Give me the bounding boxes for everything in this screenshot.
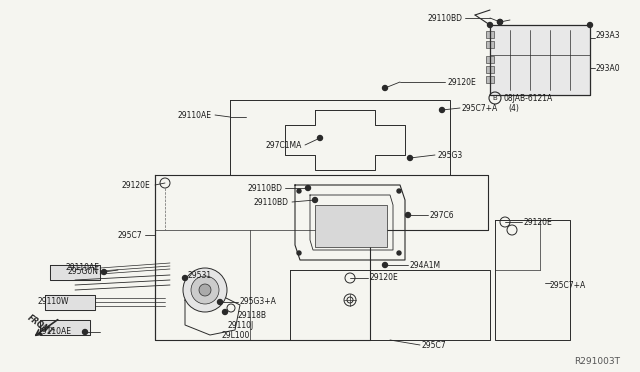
Circle shape bbox=[383, 263, 387, 267]
Text: (4): (4) bbox=[508, 103, 519, 112]
Circle shape bbox=[497, 19, 502, 25]
Polygon shape bbox=[490, 25, 590, 95]
Circle shape bbox=[397, 251, 401, 255]
Text: 294A1M: 294A1M bbox=[410, 260, 441, 269]
Text: 08JAB-6121A: 08JAB-6121A bbox=[504, 93, 553, 103]
Circle shape bbox=[440, 108, 445, 112]
Circle shape bbox=[223, 310, 227, 314]
Circle shape bbox=[488, 22, 493, 28]
Text: 295G3+A: 295G3+A bbox=[240, 298, 277, 307]
Text: 295G0N: 295G0N bbox=[68, 267, 99, 276]
Circle shape bbox=[297, 189, 301, 193]
Circle shape bbox=[383, 86, 387, 90]
Polygon shape bbox=[45, 295, 95, 310]
Text: 295C7: 295C7 bbox=[422, 340, 447, 350]
Bar bbox=[486, 66, 494, 73]
Text: 29120E: 29120E bbox=[524, 218, 553, 227]
Circle shape bbox=[102, 269, 106, 275]
Polygon shape bbox=[40, 320, 90, 335]
Circle shape bbox=[317, 135, 323, 141]
Circle shape bbox=[183, 268, 227, 312]
Circle shape bbox=[408, 155, 413, 160]
Text: 29110AE: 29110AE bbox=[38, 327, 72, 337]
Text: 29118B: 29118B bbox=[238, 311, 267, 320]
Text: 29110AE: 29110AE bbox=[178, 110, 212, 119]
Text: 295C7+A: 295C7+A bbox=[550, 280, 586, 289]
Text: FRONT: FRONT bbox=[26, 313, 54, 337]
Text: 297C6: 297C6 bbox=[430, 211, 454, 219]
Text: 29L100: 29L100 bbox=[222, 330, 250, 340]
Polygon shape bbox=[50, 265, 100, 280]
Text: R291003T: R291003T bbox=[574, 357, 620, 366]
Text: 29110BD: 29110BD bbox=[247, 183, 282, 192]
Circle shape bbox=[191, 276, 219, 304]
Circle shape bbox=[397, 189, 401, 193]
Text: 29110BD: 29110BD bbox=[254, 198, 289, 206]
Bar bbox=[486, 41, 494, 48]
Circle shape bbox=[305, 186, 310, 190]
Text: 295C7+A: 295C7+A bbox=[462, 103, 499, 112]
Text: B: B bbox=[493, 95, 497, 101]
Text: 295C7: 295C7 bbox=[117, 231, 142, 240]
Text: 29110BD: 29110BD bbox=[427, 13, 462, 22]
Bar bbox=[486, 76, 494, 83]
Text: 293A0: 293A0 bbox=[595, 64, 620, 73]
Text: 293A3: 293A3 bbox=[595, 31, 620, 39]
Text: 297C1MA: 297C1MA bbox=[266, 141, 302, 150]
Circle shape bbox=[83, 330, 88, 334]
Text: 29120E: 29120E bbox=[447, 77, 476, 87]
Circle shape bbox=[182, 276, 188, 280]
Bar bbox=[486, 31, 494, 38]
Text: 295G3: 295G3 bbox=[437, 151, 462, 160]
Circle shape bbox=[199, 284, 211, 296]
Text: 29110AE: 29110AE bbox=[65, 263, 99, 273]
Circle shape bbox=[312, 198, 317, 202]
Text: 29110J: 29110J bbox=[228, 321, 254, 330]
Bar bbox=[486, 56, 494, 63]
Circle shape bbox=[406, 212, 410, 218]
Text: 29531: 29531 bbox=[188, 270, 212, 279]
Bar bbox=[315, 205, 387, 247]
Circle shape bbox=[588, 22, 593, 28]
Text: 29120E: 29120E bbox=[370, 273, 399, 282]
Text: 29110W: 29110W bbox=[38, 298, 70, 307]
Circle shape bbox=[497, 19, 502, 25]
Circle shape bbox=[297, 251, 301, 255]
Circle shape bbox=[218, 299, 223, 305]
Text: 29120E: 29120E bbox=[121, 180, 150, 189]
